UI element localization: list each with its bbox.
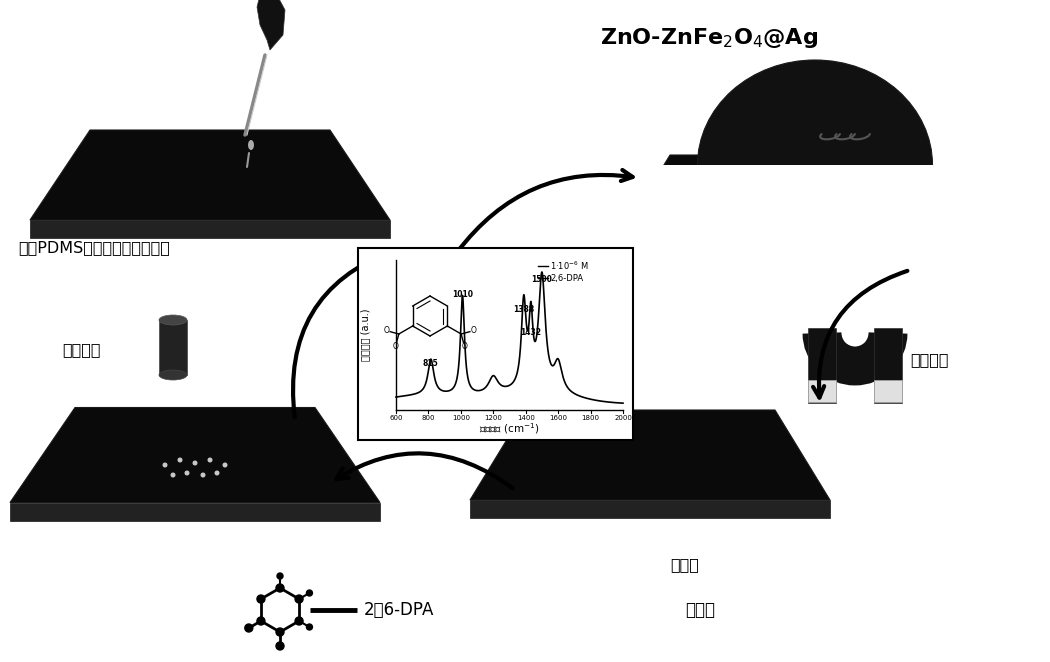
Ellipse shape xyxy=(248,140,254,150)
Text: O: O xyxy=(462,342,467,351)
Text: 2000: 2000 xyxy=(614,415,632,421)
Text: O: O xyxy=(393,342,398,351)
Polygon shape xyxy=(257,0,285,50)
Bar xyxy=(159,320,187,375)
Bar xyxy=(808,328,836,403)
Text: 1000: 1000 xyxy=(452,415,469,421)
Bar xyxy=(874,328,902,403)
Circle shape xyxy=(208,457,212,463)
Polygon shape xyxy=(10,408,380,502)
Bar xyxy=(358,248,633,440)
Text: 1600: 1600 xyxy=(549,415,567,421)
Text: 拉曼激光: 拉曼激光 xyxy=(62,342,101,357)
Circle shape xyxy=(276,584,284,592)
Text: 800: 800 xyxy=(422,415,435,421)
Circle shape xyxy=(163,463,168,467)
Circle shape xyxy=(257,617,265,625)
Circle shape xyxy=(245,624,253,632)
Text: 1432: 1432 xyxy=(521,328,542,336)
Text: 修饰PDMS的疏水玻璃片或硬片: 修饰PDMS的疏水玻璃片或硬片 xyxy=(18,240,170,256)
Circle shape xyxy=(257,595,265,603)
Text: 600: 600 xyxy=(390,415,403,421)
Text: 1400: 1400 xyxy=(517,415,534,421)
Text: 2，6-DPA: 2，6-DPA xyxy=(364,601,435,619)
Polygon shape xyxy=(10,502,380,520)
Ellipse shape xyxy=(159,370,187,380)
Text: 咋啡斑: 咋啡斑 xyxy=(685,601,715,619)
Text: 1388: 1388 xyxy=(513,305,534,314)
Circle shape xyxy=(295,595,303,603)
Text: O: O xyxy=(470,326,477,335)
Text: O: O xyxy=(383,326,390,335)
Text: 1·10$^{-6}$ M: 1·10$^{-6}$ M xyxy=(550,260,589,272)
Polygon shape xyxy=(470,500,830,518)
Circle shape xyxy=(214,471,219,475)
Circle shape xyxy=(177,457,183,463)
Text: 1200: 1200 xyxy=(484,415,502,421)
Circle shape xyxy=(170,473,175,477)
Text: 1010: 1010 xyxy=(452,290,472,299)
Text: 1500: 1500 xyxy=(531,275,552,284)
Polygon shape xyxy=(470,410,830,500)
Polygon shape xyxy=(615,155,975,245)
Circle shape xyxy=(307,590,313,596)
Circle shape xyxy=(192,461,197,465)
Circle shape xyxy=(277,573,284,579)
Text: 拉曼位移 (cm$^{-1}$): 拉曼位移 (cm$^{-1}$) xyxy=(480,421,540,436)
Circle shape xyxy=(201,473,206,477)
Text: 咋啡斑: 咋啡斑 xyxy=(671,557,699,573)
Bar xyxy=(808,380,836,402)
Text: 815: 815 xyxy=(423,359,439,368)
Ellipse shape xyxy=(697,60,932,270)
Polygon shape xyxy=(30,220,390,238)
Circle shape xyxy=(276,628,284,636)
Circle shape xyxy=(185,471,189,475)
Text: 拉曼强度 (a.u.): 拉曼强度 (a.u.) xyxy=(360,308,370,361)
Circle shape xyxy=(307,624,313,630)
Text: 磁场控制: 磁场控制 xyxy=(910,352,948,367)
Polygon shape xyxy=(30,130,390,220)
Bar xyxy=(600,165,1050,365)
Ellipse shape xyxy=(159,315,187,325)
Text: ZnO-ZnFe$_2$O$_4$@Ag: ZnO-ZnFe$_2$O$_4$@Ag xyxy=(600,26,818,50)
Circle shape xyxy=(295,617,303,625)
Circle shape xyxy=(223,463,228,467)
Circle shape xyxy=(276,642,284,650)
Bar xyxy=(874,380,902,402)
Polygon shape xyxy=(615,245,975,263)
Text: 2,6-DPA: 2,6-DPA xyxy=(550,273,583,283)
Text: 1800: 1800 xyxy=(582,415,600,421)
